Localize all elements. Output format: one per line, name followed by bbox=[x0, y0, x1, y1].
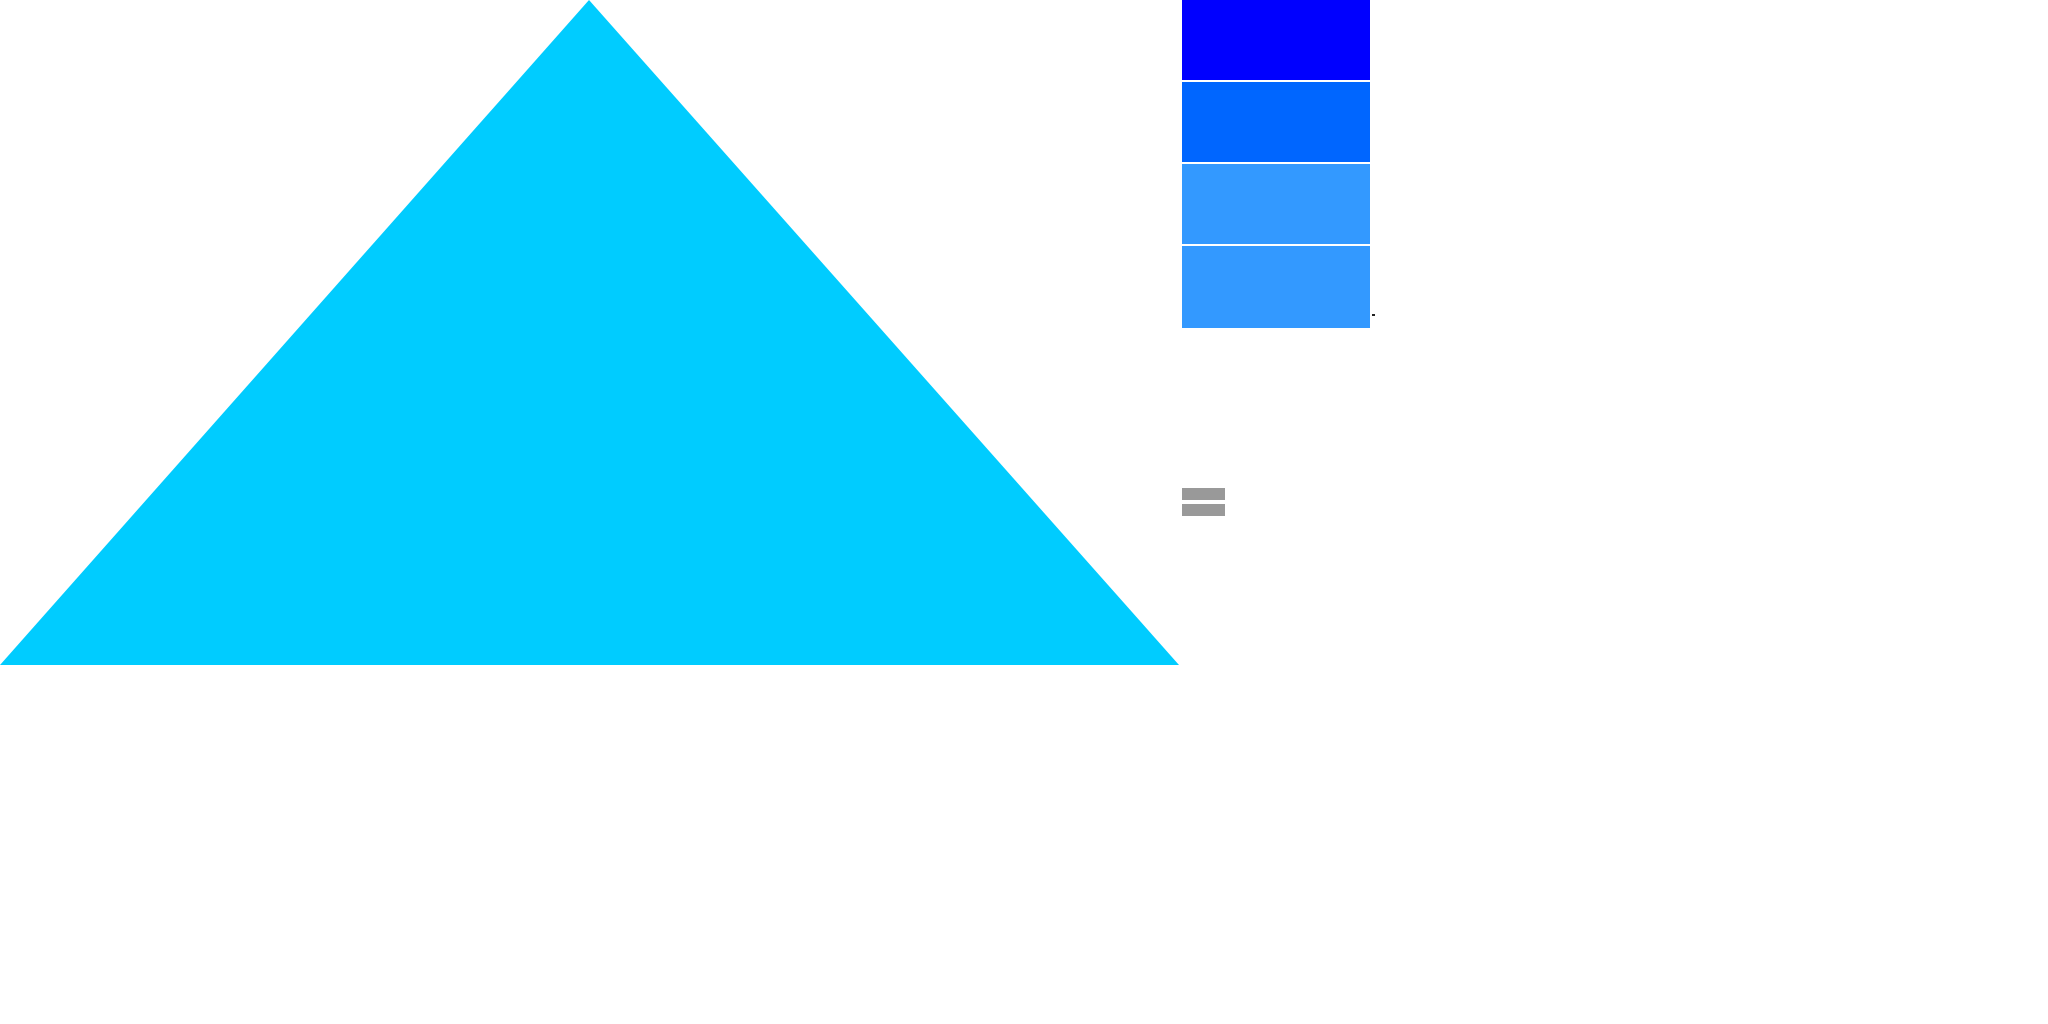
hamburger-menu-icon[interactable] bbox=[1182, 488, 1225, 518]
swatch-light-blue bbox=[1182, 164, 1370, 244]
menu-bar-top bbox=[1182, 488, 1225, 500]
swatch-blue bbox=[1182, 0, 1370, 80]
menu-bar-bottom bbox=[1182, 504, 1225, 516]
swatch-light-blue-2 bbox=[1182, 246, 1370, 328]
small-dot-marker bbox=[1372, 314, 1375, 316]
color-swatch-stack bbox=[1182, 0, 1370, 328]
swatch-azure bbox=[1182, 82, 1370, 162]
cyan-triangle bbox=[0, 0, 1179, 665]
